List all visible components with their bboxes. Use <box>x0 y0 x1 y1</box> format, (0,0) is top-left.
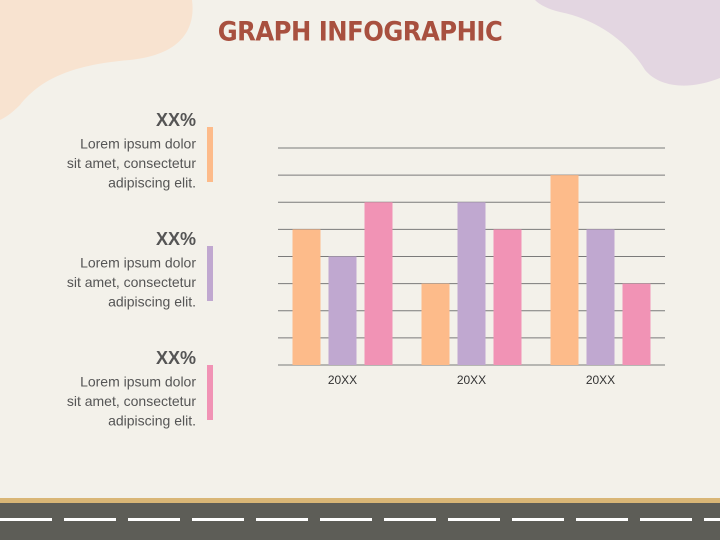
bar <box>493 229 522 365</box>
item-text: Lorem ipsum dolor <box>80 374 196 390</box>
item-text: adipiscing elit. <box>108 294 196 310</box>
item-heading: XX% <box>156 110 196 130</box>
item-text: adipiscing elit. <box>108 413 196 429</box>
chart-title: GRAPH INFOGRAPHIC <box>218 17 503 48</box>
accent-bar <box>207 246 213 301</box>
accent-bar <box>207 365 213 420</box>
bar <box>328 256 357 365</box>
item-heading: XX% <box>156 229 196 249</box>
x-tick-label: 20XX <box>586 373 615 387</box>
bar <box>586 229 615 365</box>
bar <box>421 283 450 365</box>
item-heading: XX% <box>156 348 196 368</box>
bar <box>364 202 393 365</box>
item-text: Lorem ipsum dolor <box>80 136 196 152</box>
bar <box>550 175 579 365</box>
blob <box>0 0 193 120</box>
road-edge <box>0 498 720 503</box>
item-text: sit amet, consectetur <box>67 155 197 171</box>
item-text: sit amet, consectetur <box>67 393 197 409</box>
bar <box>292 229 321 365</box>
x-tick-label: 20XX <box>457 373 486 387</box>
item-text: Lorem ipsum dolor <box>80 255 196 271</box>
bar <box>457 202 486 365</box>
bar <box>622 283 651 365</box>
x-tick-label: 20XX <box>328 373 357 387</box>
road <box>0 503 720 540</box>
item-text: adipiscing elit. <box>108 175 196 191</box>
item-text: sit amet, consectetur <box>67 274 197 290</box>
blob <box>535 0 720 86</box>
accent-bar <box>207 127 213 182</box>
